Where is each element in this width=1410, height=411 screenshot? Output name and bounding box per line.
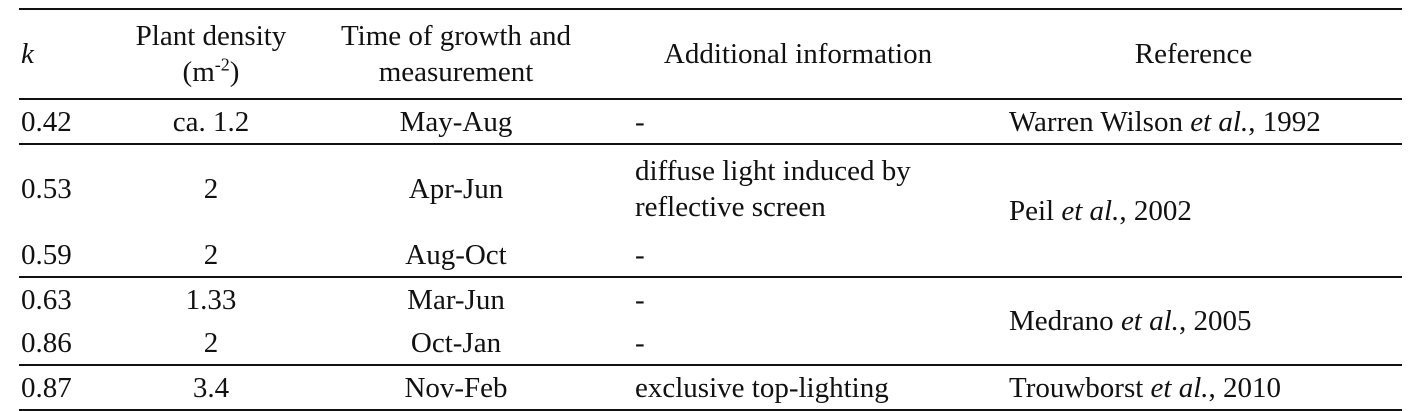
cell-time: May-Aug	[399, 105, 513, 138]
cell-info: -	[635, 283, 645, 316]
cell-reference: Medrano et al., 2005	[1009, 305, 1252, 337]
table-row: 0.86 2 Oct-Jan -	[19, 321, 1402, 365]
cell-density: 2	[203, 326, 219, 359]
cell-k: 0.42	[21, 105, 72, 138]
cell-info: -	[635, 105, 645, 138]
table-row: 0.59 2 Aug-Oct -	[19, 233, 1402, 277]
cell-reference: Trouwborst et al., 2010	[1009, 371, 1282, 404]
table-row: 0.53 2 Apr-Jun diffuse light induced by r…	[19, 144, 1402, 233]
cell-reference: Warren Wilson et al., 1992	[1009, 105, 1321, 138]
table-row: 0.42 ca. 1.2 May-Aug - Warren Wilson et …	[19, 99, 1402, 144]
cell-density: 3.4	[192, 371, 230, 404]
table-row: 0.63 1.33 Mar-Jun - Medrano et al., 2005	[19, 277, 1402, 338]
cell-k: 0.86	[21, 326, 72, 359]
table-header: k Plant density (m-2) Time of growth and m…	[19, 9, 1402, 99]
cell-info: -	[635, 326, 645, 359]
cell-info: -	[635, 238, 645, 271]
cell-info: exclusive top-lighting	[635, 371, 889, 404]
cell-info: diffuse light induced by reflective scree…	[635, 155, 911, 223]
cell-time: Apr-Jun	[408, 173, 504, 205]
light-extinction-table: k Plant density (m-2) Time of growth and m…	[19, 8, 1402, 411]
table-body: 0.42 ca. 1.2 May-Aug - Warren Wilson et …	[19, 99, 1402, 410]
cell-time: Mar-Jun	[407, 283, 505, 316]
cell-density: 2	[203, 173, 219, 205]
cell-time: Oct-Jan	[410, 326, 502, 359]
header-reference: Reference	[1134, 38, 1253, 70]
cell-time: Aug-Oct	[405, 238, 507, 271]
cell-k: 0.59	[21, 238, 72, 271]
cell-k: 0.87	[21, 371, 72, 404]
cell-k: 0.63	[21, 283, 72, 316]
cell-density: ca. 1.2	[172, 105, 250, 138]
cell-reference: Peil et al., 2002	[1009, 194, 1192, 227]
header-plant-density: Plant density (m-2)	[135, 20, 287, 88]
header-additional-information: Additional information	[663, 38, 933, 70]
table-row: 0.87 3.4 Nov-Feb exclusive top-lighting …	[19, 365, 1402, 410]
cell-k: 0.53	[21, 173, 72, 205]
cell-density: 1.33	[185, 283, 237, 316]
header-row: k Plant density (m-2) Time of growth and m…	[19, 9, 1402, 99]
cell-time: Nov-Feb	[404, 371, 508, 404]
header-time-of-growth: Time of growth and measurement	[340, 20, 572, 88]
cell-density: 2	[203, 238, 219, 271]
header-k: k	[21, 38, 34, 70]
